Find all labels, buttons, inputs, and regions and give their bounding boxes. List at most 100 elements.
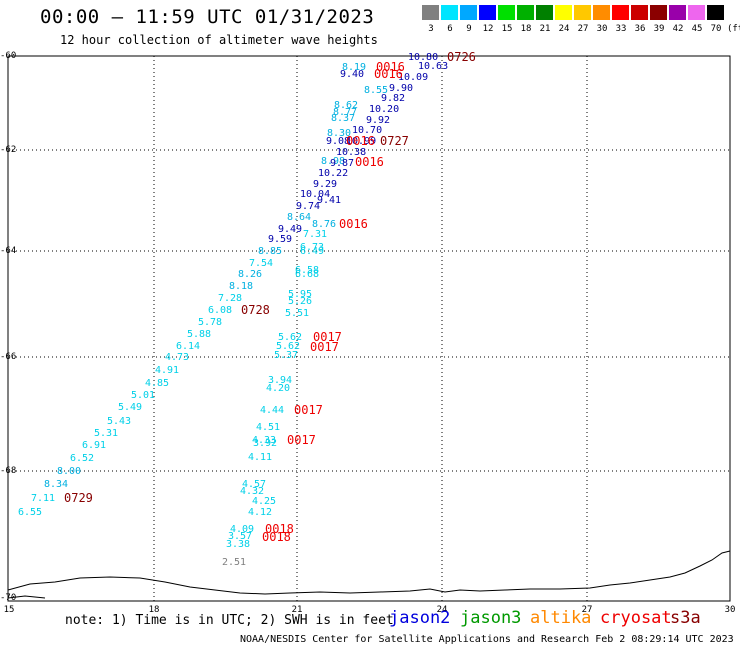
scale-swatch <box>707 5 724 20</box>
wave-height-value: 4.73 <box>165 352 190 363</box>
wave-height-value: 3.92 <box>253 438 278 449</box>
scale-label: 24 <box>558 24 570 34</box>
time-label: 0016 <box>374 67 403 81</box>
scale-swatch <box>612 5 629 20</box>
scale-label: 36 <box>634 24 646 34</box>
wave-height-value: 4.09 <box>230 524 255 535</box>
wave-height-value: 10.70 <box>352 125 383 136</box>
wave-height-value: 9.49 <box>278 224 303 235</box>
wave-height-value: 2.51 <box>222 557 247 568</box>
credit-line: NOAA/NESDIS Center for Satellite Applica… <box>240 634 734 645</box>
scale-label: 27 <box>577 24 589 34</box>
scale-label: 18 <box>520 24 532 34</box>
latitude-label: -70 <box>0 593 17 603</box>
wave-height-value: 10.22 <box>318 168 349 179</box>
scale-label: 42 <box>672 24 684 34</box>
wave-height-value: 9.90 <box>389 83 414 94</box>
wave-height-value: 4.91 <box>155 365 180 376</box>
wave-height-value: 9.59 <box>268 234 293 245</box>
wave-height-value: 8.62 <box>334 100 359 111</box>
wave-height-value: 5.31 <box>94 428 119 439</box>
legend-item-altika: altika <box>530 608 592 628</box>
legend-item-jason2: jason2 <box>389 608 451 628</box>
page-subtitle: 12 hour collection of altimeter wave hei… <box>60 33 378 47</box>
wave-height-value: 9.41 <box>317 195 342 206</box>
wave-height-value: 4.33 <box>252 435 277 446</box>
time-label: 0018 <box>265 522 294 536</box>
time-label: 0016 <box>376 60 405 74</box>
latitude-label: -60 <box>0 51 17 61</box>
scale-swatch <box>460 5 477 20</box>
wave-height-value: 6.14 <box>176 341 201 352</box>
wave-height-value: 6.55 <box>18 507 43 518</box>
time-label: 0016 <box>346 134 375 148</box>
latitude-label: -66 <box>0 352 17 362</box>
legend-item-s3a: s3a <box>670 608 701 628</box>
wave-height-value: 5.37 <box>274 350 299 361</box>
wave-height-value: 4.12 <box>248 507 273 518</box>
wave-height-value: 8.76 <box>312 219 337 230</box>
scale-label: 33 <box>615 24 627 34</box>
coastline-islands <box>7 595 46 599</box>
wave-height-value: 8.98 <box>321 156 346 167</box>
scale-label: 6 <box>447 24 453 34</box>
wave-height-value: 10.63 <box>418 61 449 72</box>
scale-label: 12 <box>482 24 494 34</box>
scale-swatch <box>688 5 705 20</box>
scale-swatch <box>441 5 458 20</box>
wave-height-value: 4.44 <box>260 405 285 416</box>
longitude-label: 21 <box>291 605 303 615</box>
time-label: 0726 <box>447 50 476 64</box>
scale-swatch <box>555 5 572 20</box>
time-label: 0728 <box>241 303 270 317</box>
wave-height-value: 8.85 <box>258 246 283 257</box>
wave-height-value: 5.88 <box>187 329 212 340</box>
scale-label: 21 <box>539 24 551 34</box>
wave-height-value: 4.25 <box>252 496 277 507</box>
graticule <box>8 56 730 601</box>
wave-height-value: 8.64 <box>287 212 312 223</box>
wave-height-value: 7.28 <box>218 293 243 304</box>
time-label: 0727 <box>380 134 409 148</box>
wave-height-value: 10.38 <box>336 147 367 158</box>
wave-height-value: 5.62 <box>278 332 303 343</box>
scale-swatch <box>479 5 496 20</box>
wave-height-value: 3.38 <box>226 539 251 550</box>
longitude-label: 24 <box>436 605 448 615</box>
time-label: 0729 <box>64 491 93 505</box>
wave-height-value: 10.04 <box>300 189 331 200</box>
wave-height-value: 8.19 <box>342 62 367 73</box>
time-label: 0016 <box>355 155 384 169</box>
longitude-label: 15 <box>3 605 15 615</box>
page-title: 00:00 – 11:59 UTC 01/31/2023 <box>40 6 375 28</box>
scale-swatch <box>593 5 610 20</box>
wave-height-value: 8.18 <box>229 281 254 292</box>
scale-label: 39 <box>653 24 665 34</box>
wave-height-value: 4.51 <box>256 422 281 433</box>
scale-label: 9 <box>466 24 472 34</box>
plot-frame <box>7 55 731 602</box>
wave-height-value: 10.20 <box>369 104 400 115</box>
wave-height-value: 5.95 <box>288 289 313 300</box>
wave-height-value: 8.00 <box>57 466 82 477</box>
wave-height-value: 10.80 <box>408 52 439 63</box>
wave-height-value: 8.37 <box>331 113 356 124</box>
scale-swatch <box>631 5 648 20</box>
time-label: 0017 <box>287 433 316 447</box>
scale-label: 3 <box>428 24 434 34</box>
footer-note: note: 1) Time is in UTC; 2) SWH is in fe… <box>65 613 394 628</box>
latitude-label: -64 <box>0 246 17 256</box>
wave-height-value: 9.92 <box>366 115 391 126</box>
scale-swatch <box>498 5 515 20</box>
wave-height-value: 9.74 <box>296 201 321 212</box>
longitude-label: 18 <box>148 605 160 615</box>
wave-height-value: 7.54 <box>249 258 274 269</box>
time-label: 0017 <box>310 340 339 354</box>
time-label: 0016 <box>339 217 368 231</box>
wave-height-value: 6.08 <box>208 305 233 316</box>
wave-height-value: 9.29 <box>313 179 338 190</box>
wave-height-value: 8.77 <box>333 107 358 118</box>
coastline <box>7 550 731 595</box>
wave-height-value: 9.87 <box>330 158 355 169</box>
